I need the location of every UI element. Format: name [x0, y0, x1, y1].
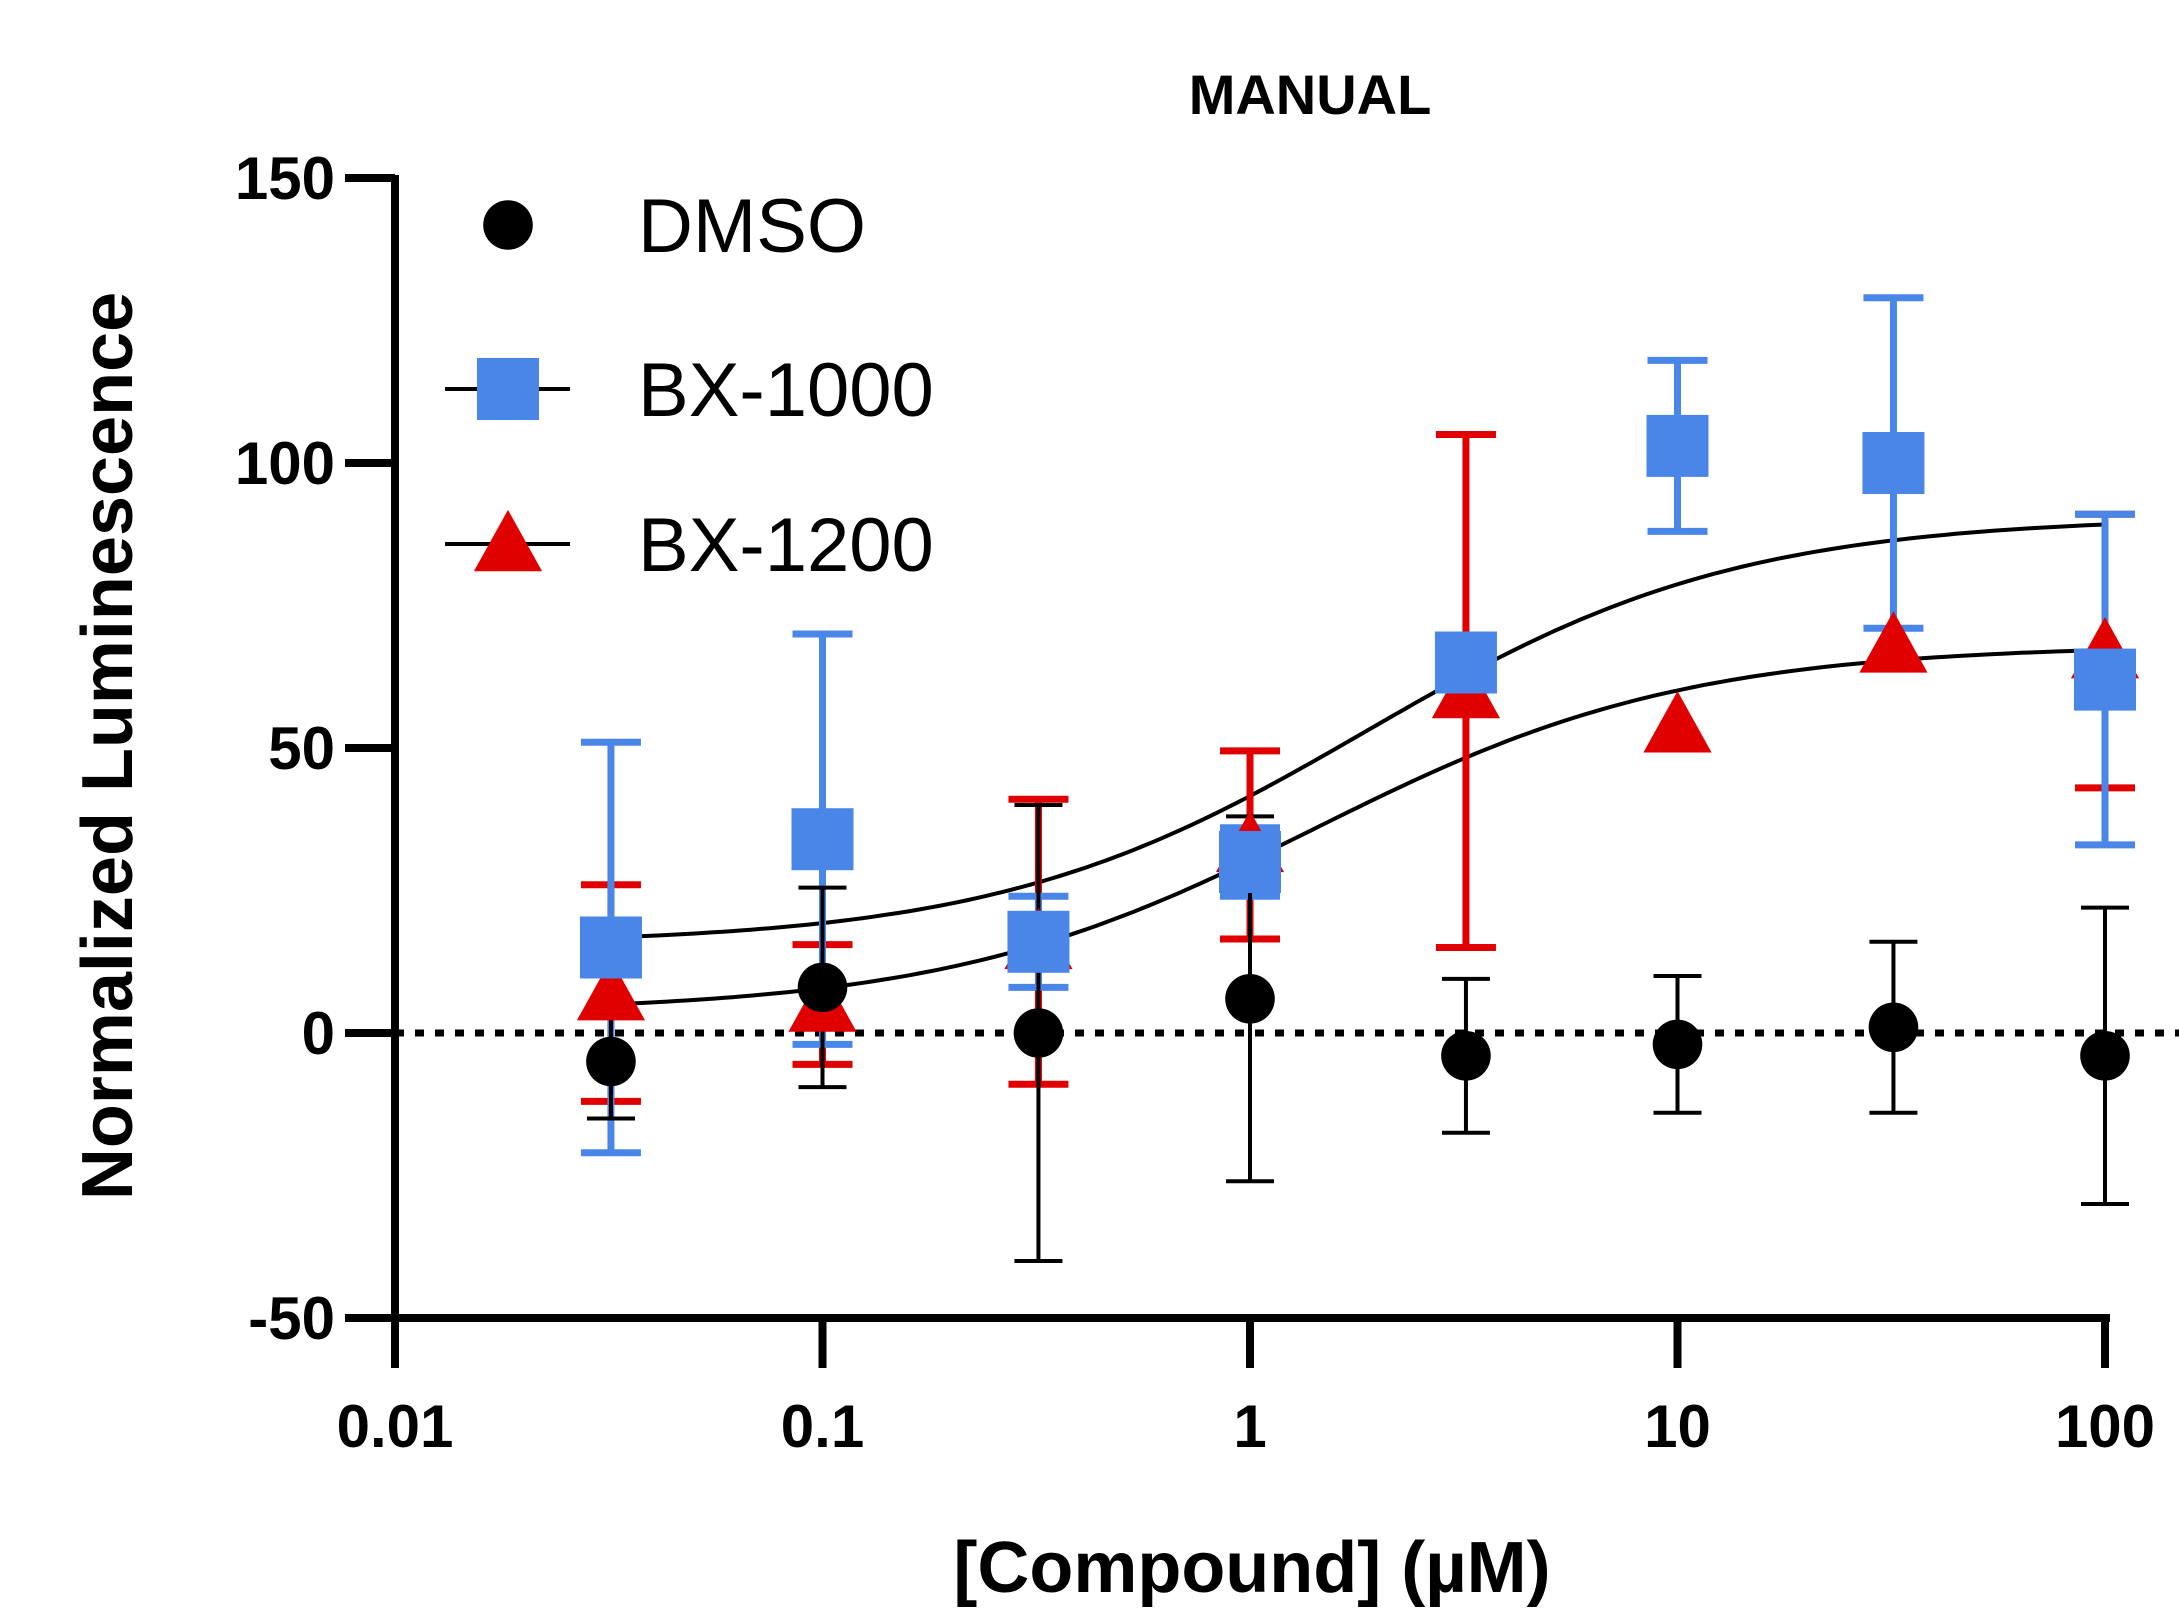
x-tick-label: 0.01: [337, 1393, 454, 1460]
x-tick-label: 10: [1644, 1393, 1711, 1460]
fit-curve-bx-1200: [610, 648, 2106, 1007]
bx-1000-point: [1219, 831, 1281, 893]
dmso-point: [1225, 974, 1275, 1024]
bx-1000-point: [1862, 432, 1925, 494]
legend-label: BX-1000: [638, 348, 934, 433]
dmso-point: [797, 962, 848, 1013]
bx-1000-point: [1007, 910, 1070, 973]
x-tick-label: 1: [1233, 1393, 1266, 1460]
fit-curves: [610, 522, 2106, 1007]
dmso-point: [1868, 1002, 1919, 1053]
x-axis-label: [Compound] (µM): [953, 1528, 1550, 1608]
y-tick-label: 0: [302, 1000, 335, 1067]
legend-marker-bx-1200: [473, 509, 543, 572]
bx-1000-point: [1434, 631, 1497, 694]
bx-1000-point: [1646, 414, 1709, 477]
y-axis-label: Normalized Luminescence: [68, 292, 148, 1200]
legend-marker-bx-1000: [477, 358, 539, 420]
bx-1200-point: [1643, 691, 1712, 753]
dmso-point: [2080, 1031, 2130, 1081]
bx-1200-point: [576, 959, 646, 1021]
x-tick-label: 100: [2055, 1393, 2155, 1460]
legend-marker-dmso: [483, 200, 533, 250]
y-tick-label: 100: [235, 430, 335, 497]
y-tick-label: 50: [268, 715, 335, 782]
chart-title: MANUAL: [1189, 63, 1432, 126]
bx-1000-point: [2074, 648, 2136, 711]
x-tick-label: 0.1: [781, 1393, 864, 1460]
data-markers: [576, 414, 2140, 1087]
ticks: -50 0 50 100 150 0.01 0.1 1 10 100: [235, 145, 2155, 1460]
legend-label: DMSO: [638, 184, 866, 269]
dmso-point: [1441, 1031, 1491, 1081]
dmso-point: [586, 1036, 636, 1087]
bx-1000-point: [791, 808, 854, 871]
fit-curve-bx-1000: [610, 522, 2106, 940]
dmso-point: [1013, 1008, 1064, 1058]
y-tick-label: -50: [248, 1285, 335, 1352]
y-tick-label: 150: [235, 145, 335, 212]
legend: DMSO BX-1000 BX-1200: [445, 184, 934, 588]
bx-1200-point: [1859, 611, 1928, 673]
legend-label: BX-1200: [638, 503, 934, 588]
dmso-point: [1652, 1019, 1703, 1070]
bx-1000-point: [579, 916, 642, 979]
